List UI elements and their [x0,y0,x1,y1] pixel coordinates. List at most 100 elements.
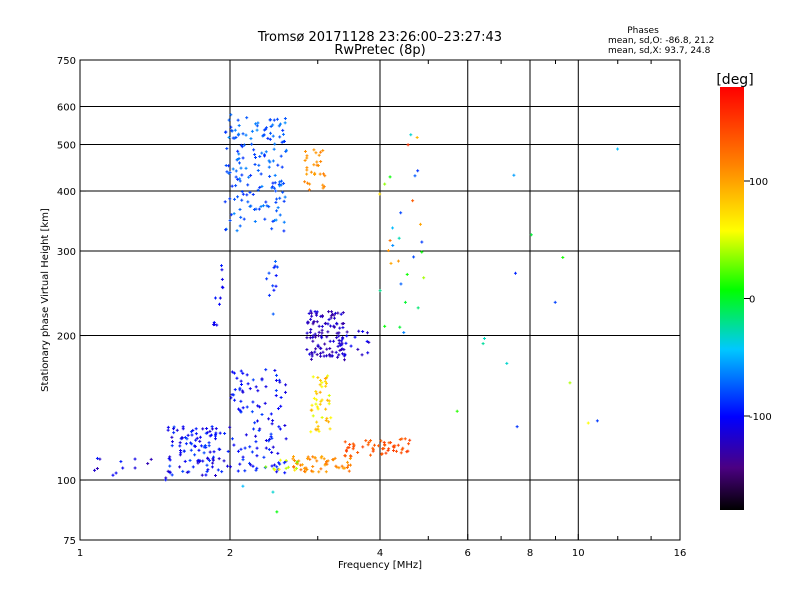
data-point [238,177,242,181]
data-point [311,339,315,343]
data-point [400,448,404,452]
data-point [235,229,239,233]
data-point [512,173,516,177]
data-point [332,313,336,317]
data-point [315,398,319,402]
data-point [172,425,176,429]
x-tick-label: 6 [465,548,471,559]
data-point [312,320,316,324]
data-point [318,346,322,350]
data-point [269,412,273,416]
data-point [268,137,272,141]
data-point [230,129,234,133]
data-point [198,435,202,439]
data-point [183,435,187,439]
data-point [568,381,572,385]
data-point [267,293,271,297]
data-point [318,390,322,394]
data-point [172,431,176,435]
y-tick-label: 750 [57,56,76,67]
data-point [238,179,242,183]
data-point [332,339,336,343]
data-point [314,402,318,406]
data-point [197,458,201,462]
data-point [357,329,361,333]
data-point [416,306,420,310]
data-point [268,131,272,135]
data-point [254,207,258,211]
data-point [278,458,282,462]
data-point [314,151,318,155]
data-point [190,442,194,446]
data-point [338,326,342,330]
data-point [396,259,400,263]
data-point [344,341,348,345]
data-point [224,228,228,232]
data-point [203,444,207,448]
data-point [327,310,331,314]
data-point [283,195,287,199]
data-point [324,470,328,474]
data-point [233,128,237,132]
colorbar-label: [deg] [716,72,753,88]
data-point [313,332,317,336]
data-point [403,300,407,304]
data-point [278,122,282,126]
data-point [323,379,327,383]
data-point [184,442,188,446]
data-point [337,341,341,345]
x-tick-label: 8 [527,548,533,559]
data-point [399,282,403,286]
data-point [240,190,244,194]
data-point [250,450,254,454]
data-point [327,393,331,397]
data-point [320,381,324,385]
data-point [237,157,241,161]
data-point [415,135,419,139]
data-point [274,189,278,193]
data-point [313,171,317,175]
data-point [314,428,318,432]
data-point [188,458,192,462]
data-point [394,449,398,453]
data-point [239,399,243,403]
data-point [312,163,316,167]
data-point [325,335,329,339]
data-point [283,390,287,394]
data-point [400,437,404,441]
data-point [409,133,413,137]
data-point [320,331,324,335]
data-point [271,284,275,288]
data-point [371,448,375,452]
data-point [295,466,299,470]
data-point [376,444,380,448]
stats-line-x: mean, sd,X: 93.7, 24.8 [608,46,711,56]
data-point [399,211,403,215]
data-point [202,445,206,449]
data-point [170,435,174,439]
data-point [313,335,317,339]
data-point [248,190,252,194]
data-point [256,404,260,408]
data-point [313,456,317,460]
data-point [311,322,315,326]
data-point [170,440,174,444]
data-point [260,413,264,417]
data-point [316,424,320,428]
data-point [274,200,278,204]
data-point [237,407,241,411]
data-point [193,453,197,457]
data-point [239,215,243,219]
data-point [256,188,260,192]
data-point [481,342,485,346]
data-point [245,405,249,409]
data-point [206,456,210,460]
data-point [412,255,416,259]
data-point [225,170,229,174]
data-point [365,331,369,335]
data-point [309,170,313,174]
data-point [189,430,193,434]
data-point [270,436,274,440]
data-point [324,321,328,325]
data-point [223,431,227,435]
